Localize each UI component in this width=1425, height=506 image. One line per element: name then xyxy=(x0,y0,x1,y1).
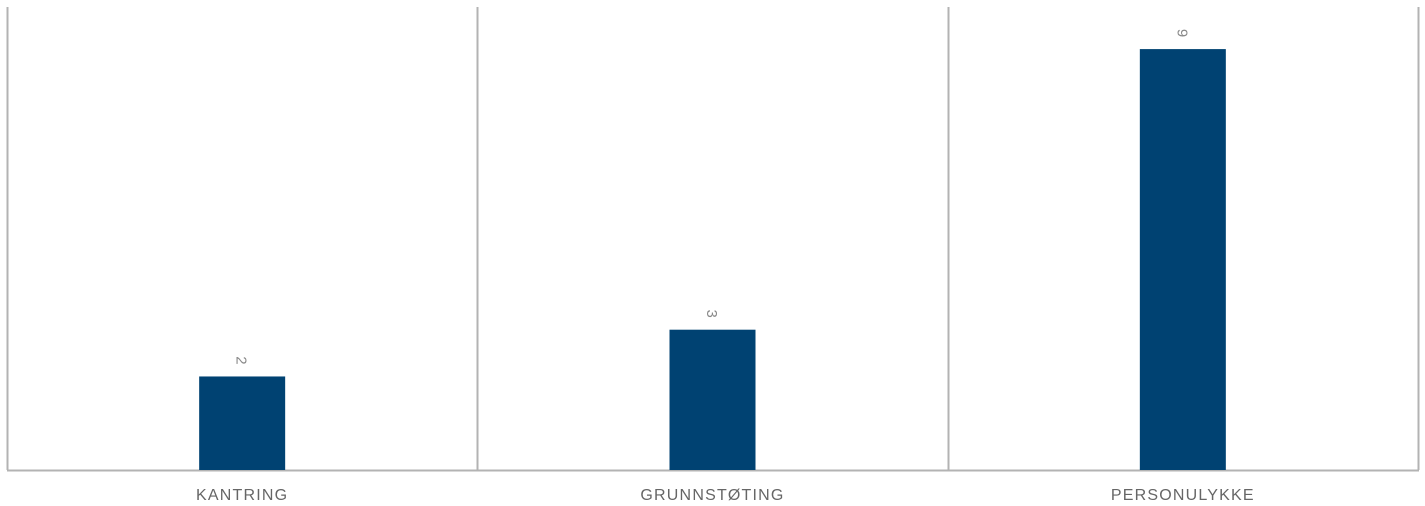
bar-kantring xyxy=(199,376,286,470)
data-label: 2 xyxy=(233,356,250,364)
category-label: PERSONULYKKE xyxy=(1111,487,1255,504)
bars-group xyxy=(199,49,1226,470)
data-label: 9 xyxy=(1173,29,1190,37)
plot-frame xyxy=(6,7,1420,472)
category-label: KANTRING xyxy=(196,487,288,504)
value-labels-group: 2 3 9 xyxy=(233,29,1191,365)
bar-grunnstøting xyxy=(669,329,756,470)
category-label: GRUNNSTØTING xyxy=(640,487,784,504)
data-label: 3 xyxy=(703,310,720,318)
category-labels-group: KANTRING GRUNNSTØTING PERSONULYKKE xyxy=(196,487,1255,504)
bar-personulykke xyxy=(1139,49,1226,470)
